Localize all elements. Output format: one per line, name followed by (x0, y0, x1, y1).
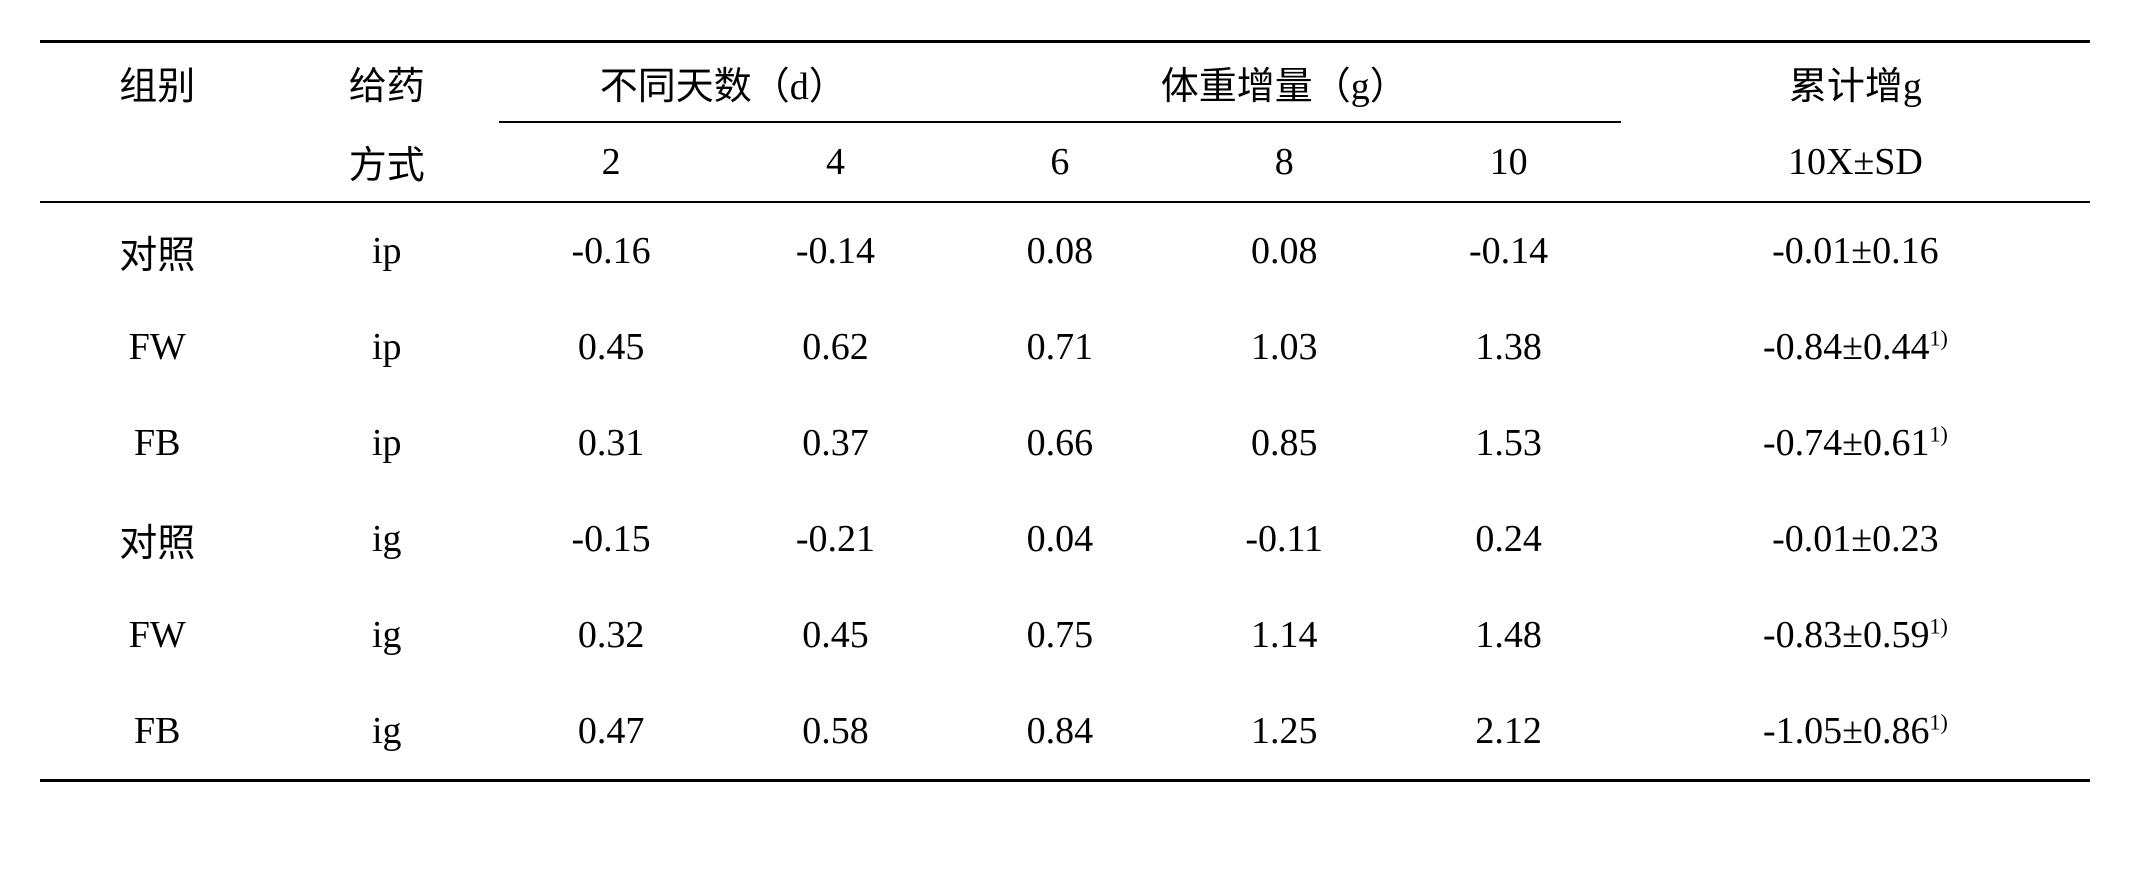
cell-d6: 0.04 (948, 491, 1172, 587)
cell-d10: 1.48 (1396, 587, 1620, 683)
cell-cum: -0.74±0.611) (1621, 395, 2090, 491)
cell-d2: 0.32 (499, 587, 723, 683)
hdr-d8: 8 (1172, 122, 1396, 202)
cell-cum: -0.84±0.441) (1621, 299, 2090, 395)
cell-group: FW (40, 299, 275, 395)
cell-d6: 0.84 (948, 683, 1172, 781)
header-row-1: 组别 给药 不同天数（d） 体重增量（g） 累计增g (40, 42, 2090, 123)
header-row-2: 方式 2 4 6 8 10 10X±SD (40, 122, 2090, 202)
cell-d2: 0.45 (499, 299, 723, 395)
cell-method: ip (275, 202, 499, 299)
hdr-weight-span: 体重增量（g） (948, 42, 1621, 123)
cell-d2: 0.47 (499, 683, 723, 781)
cell-group: FB (40, 683, 275, 781)
hdr-d10: 10 (1396, 122, 1620, 202)
hdr-method-l1: 给药 (275, 42, 499, 123)
cell-d2: 0.31 (499, 395, 723, 491)
cell-method: ig (275, 587, 499, 683)
cell-d6: 0.71 (948, 299, 1172, 395)
cell-d4: 0.58 (723, 683, 947, 781)
data-table: 组别 给药 不同天数（d） 体重增量（g） 累计增g 方式 2 4 6 8 10… (40, 40, 2090, 782)
cell-d8: 0.85 (1172, 395, 1396, 491)
table-row: FW ig 0.32 0.45 0.75 1.14 1.48 -0.83±0.5… (40, 587, 2090, 683)
table-row: 对照 ig -0.15 -0.21 0.04 -0.11 0.24 -0.01±… (40, 491, 2090, 587)
cell-d10: 1.53 (1396, 395, 1620, 491)
hdr-cum-l2: 10X±SD (1621, 122, 2090, 202)
hdr-days-span: 不同天数（d） (499, 42, 948, 123)
cell-d10: 0.24 (1396, 491, 1620, 587)
cell-group: 对照 (40, 491, 275, 587)
cell-method: ip (275, 395, 499, 491)
cell-method: ip (275, 299, 499, 395)
cell-group: 对照 (40, 202, 275, 299)
cell-d10: 1.38 (1396, 299, 1620, 395)
hdr-blank (40, 122, 275, 202)
hdr-group: 组别 (40, 42, 275, 123)
cell-cum: -1.05±0.861) (1621, 683, 2090, 781)
cell-d10: -0.14 (1396, 202, 1620, 299)
cell-group: FW (40, 587, 275, 683)
cell-d6: 0.66 (948, 395, 1172, 491)
cell-d4: -0.14 (723, 202, 947, 299)
cell-d4: 0.37 (723, 395, 947, 491)
cell-cum: -0.83±0.591) (1621, 587, 2090, 683)
hdr-cum-l1: 累计增g (1621, 42, 2090, 123)
hdr-d2: 2 (499, 122, 723, 202)
hdr-d4: 4 (723, 122, 947, 202)
cell-d6: 0.75 (948, 587, 1172, 683)
cell-d10: 2.12 (1396, 683, 1620, 781)
cell-d8: 0.08 (1172, 202, 1396, 299)
cell-d2: -0.15 (499, 491, 723, 587)
cell-d6: 0.08 (948, 202, 1172, 299)
cell-d4: 0.62 (723, 299, 947, 395)
cell-d8: 1.03 (1172, 299, 1396, 395)
table-row: FB ip 0.31 0.37 0.66 0.85 1.53 -0.74±0.6… (40, 395, 2090, 491)
cell-d8: 1.14 (1172, 587, 1396, 683)
table-row: 对照 ip -0.16 -0.14 0.08 0.08 -0.14 -0.01±… (40, 202, 2090, 299)
cell-method: ig (275, 683, 499, 781)
cell-d4: -0.21 (723, 491, 947, 587)
table-row: FB ig 0.47 0.58 0.84 1.25 2.12 -1.05±0.8… (40, 683, 2090, 781)
cell-d4: 0.45 (723, 587, 947, 683)
hdr-d6: 6 (948, 122, 1172, 202)
cell-group: FB (40, 395, 275, 491)
cell-d8: -0.11 (1172, 491, 1396, 587)
cell-method: ig (275, 491, 499, 587)
hdr-method-l2: 方式 (275, 122, 499, 202)
cell-cum: -0.01±0.16 (1621, 202, 2090, 299)
cell-d2: -0.16 (499, 202, 723, 299)
cell-d8: 1.25 (1172, 683, 1396, 781)
table-row: FW ip 0.45 0.62 0.71 1.03 1.38 -0.84±0.4… (40, 299, 2090, 395)
cell-cum: -0.01±0.23 (1621, 491, 2090, 587)
